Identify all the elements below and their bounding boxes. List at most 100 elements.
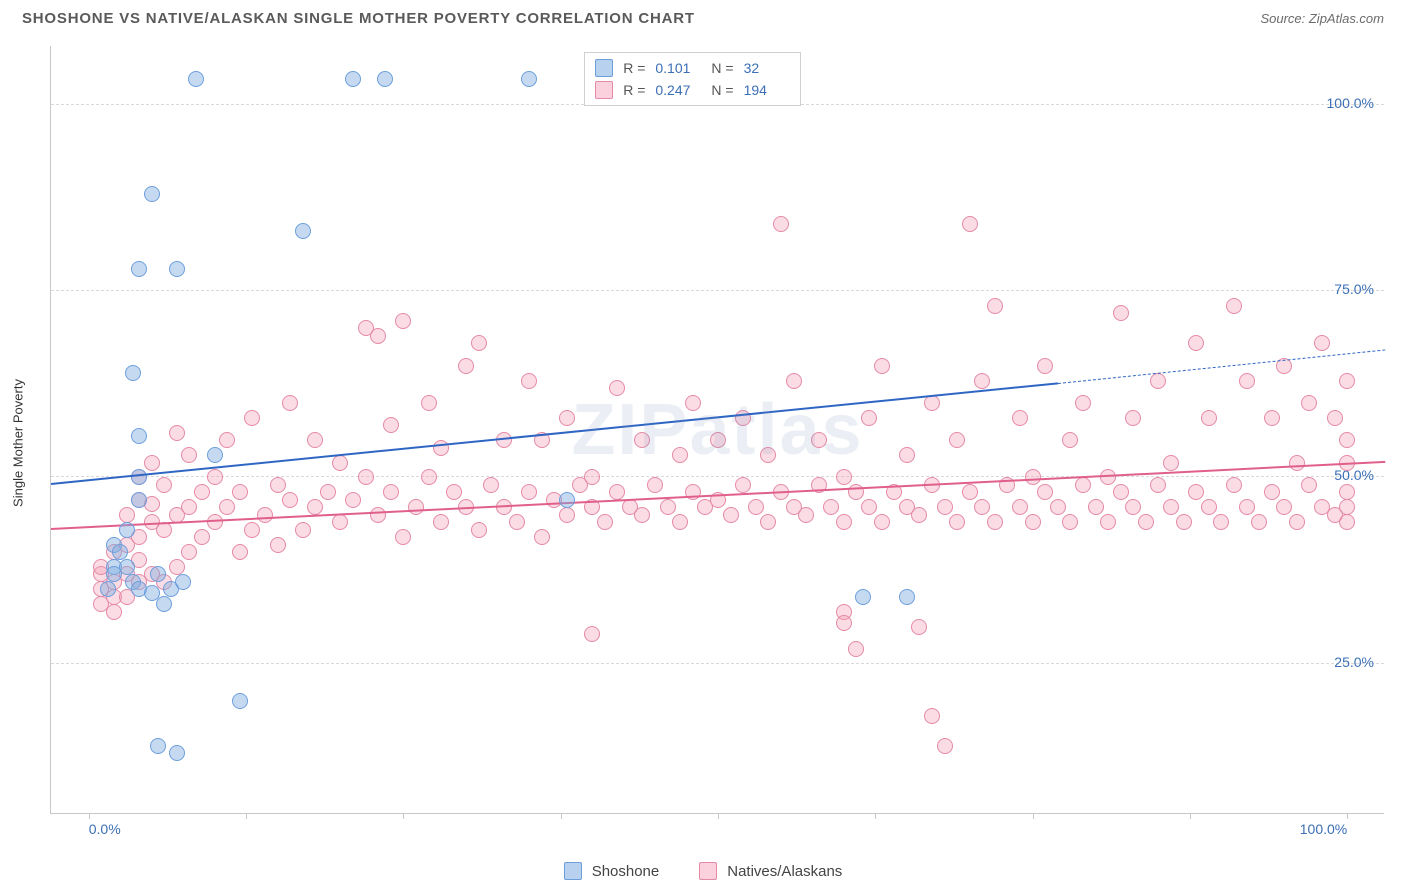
- data-point: [685, 395, 701, 411]
- legend-row: R =0.101N =32: [595, 57, 789, 79]
- data-point: [144, 455, 160, 471]
- data-point: [370, 507, 386, 523]
- data-point: [848, 641, 864, 657]
- data-point: [855, 589, 871, 605]
- data-point: [1339, 432, 1355, 448]
- data-point: [1088, 499, 1104, 515]
- data-point: [748, 499, 764, 515]
- data-point: [786, 373, 802, 389]
- data-point: [1339, 499, 1355, 515]
- data-point: [1163, 499, 1179, 515]
- data-point: [521, 373, 537, 389]
- data-point: [962, 484, 978, 500]
- source-label: Source: ZipAtlas.com: [1260, 11, 1384, 26]
- data-point: [156, 596, 172, 612]
- data-point: [911, 619, 927, 635]
- data-point: [282, 492, 298, 508]
- legend-n-label: N =: [711, 82, 733, 98]
- x-tick: [1033, 813, 1034, 819]
- data-point: [370, 328, 386, 344]
- data-point: [395, 529, 411, 545]
- data-point: [836, 514, 852, 530]
- data-point: [773, 216, 789, 232]
- data-point: [345, 71, 361, 87]
- data-point: [421, 469, 437, 485]
- data-point: [1037, 484, 1053, 500]
- data-point: [345, 492, 361, 508]
- data-point: [194, 484, 210, 500]
- data-point: [207, 514, 223, 530]
- data-point: [207, 447, 223, 463]
- legend-r-label: R =: [623, 60, 645, 76]
- data-point: [295, 522, 311, 538]
- data-point: [1239, 373, 1255, 389]
- data-point: [433, 514, 449, 530]
- data-point: [1201, 499, 1217, 515]
- data-point: [421, 395, 437, 411]
- series-legend: Shoshone Natives/Alaskans: [0, 862, 1406, 880]
- data-point: [1264, 410, 1280, 426]
- chart-title: SHOSHONE VS NATIVE/ALASKAN SINGLE MOTHER…: [22, 10, 695, 27]
- correlation-legend: R =0.101N =32R =0.247N =194: [584, 52, 800, 106]
- data-point: [609, 484, 625, 500]
- data-point: [471, 335, 487, 351]
- data-point: [1226, 477, 1242, 493]
- data-point: [987, 298, 1003, 314]
- data-point: [219, 499, 235, 515]
- data-point: [559, 507, 575, 523]
- data-point: [232, 693, 248, 709]
- data-point: [125, 365, 141, 381]
- data-point: [1339, 373, 1355, 389]
- data-point: [244, 410, 260, 426]
- legend-label: Natives/Alaskans: [727, 863, 842, 880]
- data-point: [282, 395, 298, 411]
- data-point: [1062, 514, 1078, 530]
- data-point: [100, 581, 116, 597]
- data-point: [244, 522, 260, 538]
- data-point: [1037, 358, 1053, 374]
- data-point: [1314, 335, 1330, 351]
- data-point: [150, 738, 166, 754]
- x-tick-label: 100.0%: [1300, 821, 1347, 837]
- data-point: [521, 71, 537, 87]
- data-point: [823, 499, 839, 515]
- plot-area: ZIPatlas R =0.101N =32R =0.247N =194 25.…: [50, 46, 1384, 814]
- data-point: [609, 380, 625, 396]
- data-point: [1264, 484, 1280, 500]
- legend-swatch: [564, 862, 582, 880]
- data-point: [1125, 499, 1141, 515]
- x-tick: [403, 813, 404, 819]
- y-axis-label: Single Mother Poverty: [11, 379, 26, 507]
- legend-n-value: 194: [744, 82, 790, 98]
- data-point: [534, 529, 550, 545]
- data-point: [1327, 410, 1343, 426]
- y-tick-label: 100.0%: [1327, 95, 1374, 111]
- data-point: [119, 507, 135, 523]
- legend-r-label: R =: [623, 82, 645, 98]
- x-tick: [561, 813, 562, 819]
- data-point: [295, 223, 311, 239]
- legend-n-label: N =: [711, 60, 733, 76]
- legend-n-value: 32: [744, 60, 790, 76]
- data-point: [181, 499, 197, 515]
- legend-label: Shoshone: [592, 863, 660, 880]
- data-point: [332, 514, 348, 530]
- data-point: [634, 432, 650, 448]
- data-point: [937, 499, 953, 515]
- data-point: [150, 566, 166, 582]
- gridline: [51, 290, 1384, 291]
- x-tick: [1190, 813, 1191, 819]
- data-point: [987, 514, 1003, 530]
- data-point: [974, 499, 990, 515]
- data-point: [1163, 455, 1179, 471]
- data-point: [408, 499, 424, 515]
- data-point: [1339, 514, 1355, 530]
- data-point: [131, 261, 147, 277]
- data-point: [924, 708, 940, 724]
- data-point: [307, 432, 323, 448]
- data-point: [169, 745, 185, 761]
- data-point: [735, 477, 751, 493]
- legend-swatch: [595, 59, 613, 77]
- legend-row: R =0.247N =194: [595, 79, 789, 101]
- data-point: [1150, 373, 1166, 389]
